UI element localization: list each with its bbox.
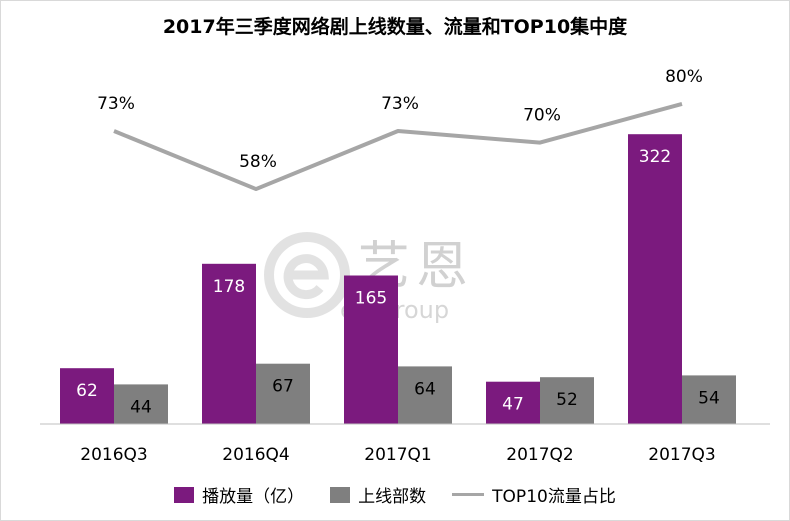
legend-item-count: 上线部数 [330, 482, 426, 507]
data-label-plays: 47 [502, 395, 524, 415]
bar-plays [60, 368, 114, 424]
x-tick-label: 2017Q3 [648, 445, 715, 465]
x-tick-label: 2017Q2 [506, 445, 573, 465]
data-label-count: 52 [556, 390, 578, 410]
legend-swatch-count [330, 486, 351, 503]
data-label-plays: 322 [639, 147, 671, 167]
data-label-count: 64 [414, 379, 436, 399]
data-label-plays: 62 [76, 381, 98, 401]
legend-swatch-top10 [452, 493, 485, 496]
data-label-count: 67 [272, 377, 294, 397]
data-label-top10: 70% [523, 106, 561, 126]
bar-count [682, 375, 736, 424]
data-label-top10: 58% [239, 152, 277, 172]
legend-label-plays: 播放量（亿） [202, 487, 305, 507]
bar-plays [202, 263, 256, 424]
data-label-top10: 73% [381, 94, 419, 114]
data-label-top10: 80% [665, 67, 703, 87]
legend-swatch-plays [174, 486, 195, 503]
bar-count [114, 384, 168, 424]
data-label-plays: 165 [355, 289, 387, 309]
legend-item-top10: TOP10流量占比 [452, 482, 616, 507]
legend-label-top10: TOP10流量占比 [492, 487, 616, 507]
x-tick-label: 2016Q3 [80, 445, 147, 465]
bar-plays [628, 134, 682, 424]
chart-area: 62 44 2016Q3 178 67 2016Q4 165 64 2017Q1 47 52 2017… [40, 67, 770, 465]
legend-label-count: 上线部数 [358, 487, 427, 507]
bar-count [256, 363, 310, 424]
bar-plays [486, 381, 540, 424]
data-label-count: 54 [698, 388, 720, 408]
data-label-plays: 178 [213, 277, 245, 297]
watermark-logo-icon [264, 232, 350, 318]
x-tick-label: 2016Q4 [222, 445, 289, 465]
top10-line [113, 101, 683, 192]
legend-item-plays: 播放量（亿） [174, 482, 304, 507]
x-tick-label: 2017Q1 [364, 445, 431, 465]
bar-count [540, 377, 594, 424]
data-label-top10: 73% [97, 94, 135, 114]
data-label-count: 44 [130, 397, 152, 417]
bar-plays [344, 275, 398, 424]
bar-count [398, 366, 452, 424]
legend: 播放量（亿） 上线部数 TOP10流量占比 [0, 482, 790, 507]
chart-title: 2017年三季度网络剧上线数量、流量和TOP10集中度 [162, 16, 628, 38]
